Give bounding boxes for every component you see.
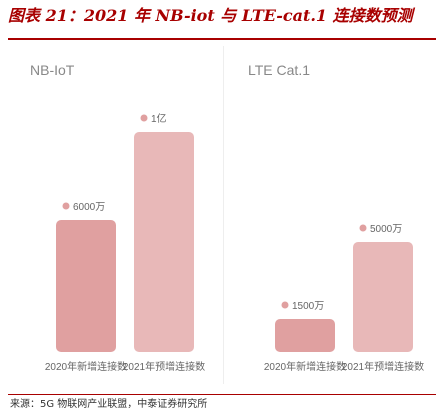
bar-2021: [134, 132, 194, 352]
nb-iot-panel: NB-IoT 6000万 2020年新增连接数 1亿 2021年预增连接数: [30, 62, 205, 373]
source-note: 来源：5G 物联网产业联盟，中泰证券研究所: [10, 399, 208, 410]
bar-2020: [56, 220, 116, 352]
category-label: 2021年预增连接数: [342, 360, 424, 373]
bar-2021: [353, 242, 413, 352]
figure-title: 图表 21：2021 年 NB-iot 与 LTE-cat.1 连接数预测: [8, 6, 413, 25]
bar-2020: [275, 319, 335, 352]
bar-value-label: 1500万: [292, 301, 324, 312]
category-label: 2021年预增连接数: [123, 360, 205, 373]
panel-divider: [223, 46, 224, 384]
panel-title: LTE Cat.1: [248, 62, 310, 78]
title-underline: [8, 38, 436, 40]
category-label: 2020年新增连接数: [45, 360, 127, 373]
bar-value-label: 6000万: [73, 202, 105, 213]
value-marker-dot: [359, 224, 367, 232]
lte-cat1-panel: LTE Cat.1 1500万 2020年新增连接数 5000万 2021年预增连接数: [248, 62, 424, 373]
value-marker-dot: [140, 114, 148, 122]
category-label: 2020年新增连接数: [264, 360, 346, 373]
value-marker-dot: [62, 202, 70, 210]
bar-value-label: 1亿: [151, 112, 167, 125]
panel-title: NB-IoT: [30, 62, 75, 78]
source-rule: [8, 394, 436, 395]
bar-value-label: 5000万: [370, 224, 402, 235]
value-marker-dot: [281, 301, 289, 309]
